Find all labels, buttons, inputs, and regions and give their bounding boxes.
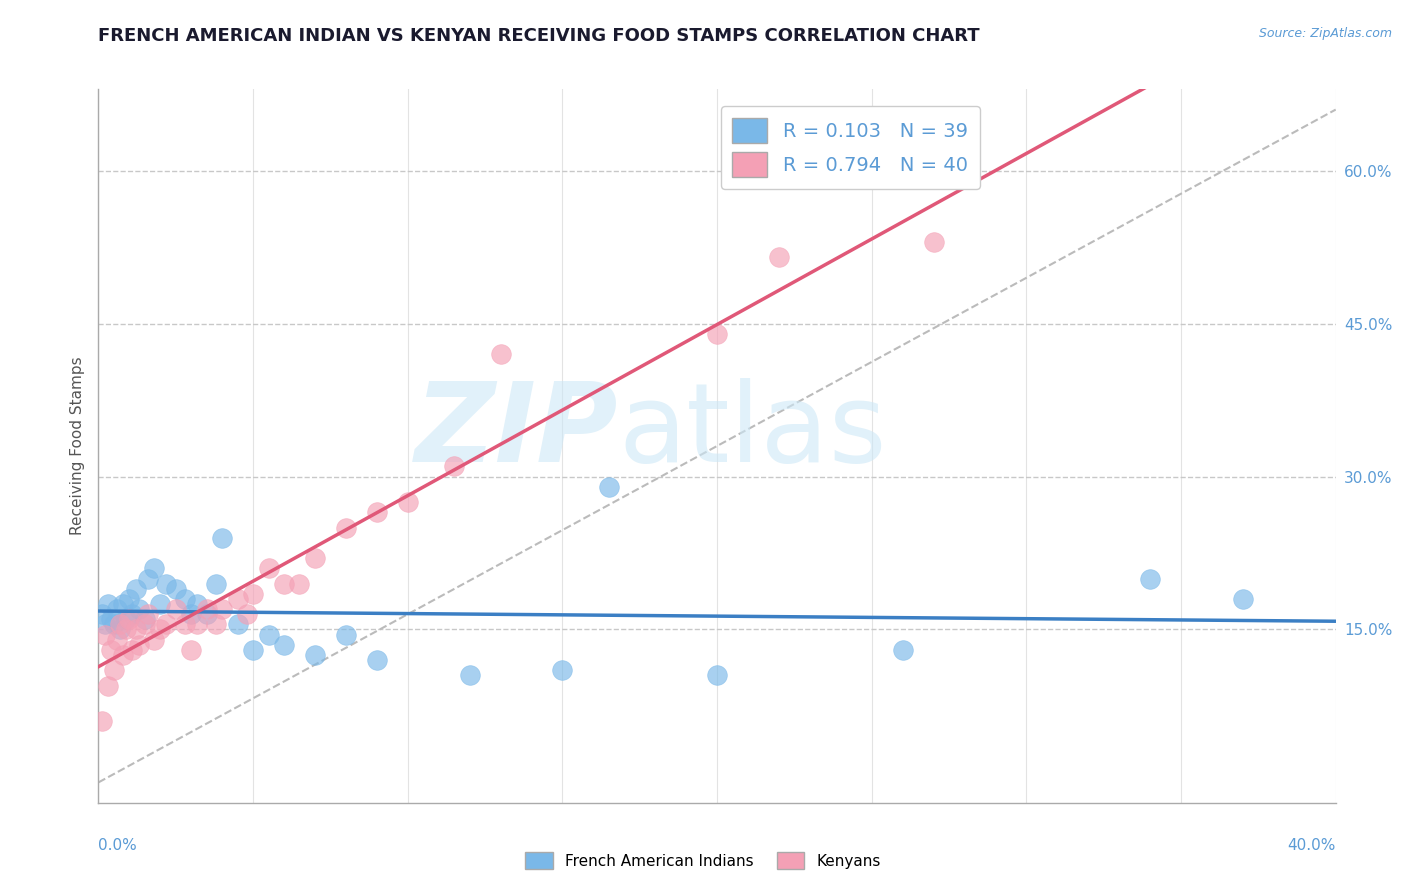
Point (108, 623, 131, 637)
Legend: French American Indians, Kenyans: French American Indians, Kenyans (519, 846, 887, 875)
Point (124, 623, 146, 637)
Point (134, 612, 156, 626)
Point (226, 591, 249, 606)
Point (195, 602, 218, 616)
Point (149, 623, 172, 637)
Point (288, 576, 311, 591)
Point (90, 714, 112, 729)
Point (242, 587, 264, 601)
Point (205, 617, 228, 632)
Point (891, 643, 914, 657)
Point (100, 643, 122, 657)
Point (211, 531, 233, 545)
Point (165, 602, 187, 616)
Point (551, 663, 574, 677)
Point (174, 617, 197, 632)
Point (103, 663, 125, 677)
Point (118, 612, 141, 626)
Point (706, 326, 728, 341)
Point (366, 653, 388, 667)
Point (93, 617, 115, 632)
Point (335, 520, 357, 534)
Point (90, 607, 112, 622)
Point (143, 561, 166, 575)
Point (706, 668, 728, 682)
Point (155, 617, 177, 632)
Text: FRENCH AMERICAN INDIAN VS KENYAN RECEIVING FOOD STAMPS CORRELATION CHART: FRENCH AMERICAN INDIAN VS KENYAN RECEIVI… (98, 27, 980, 45)
Point (136, 572, 159, 586)
Point (205, 576, 228, 591)
Point (443, 459, 465, 474)
Point (768, 251, 790, 265)
Point (922, 235, 945, 249)
Point (195, 607, 218, 622)
Point (93, 627, 115, 641)
Point (115, 612, 138, 626)
Point (136, 607, 159, 622)
Point (598, 480, 620, 494)
Point (105, 602, 128, 616)
Point (242, 643, 264, 657)
Point (115, 623, 138, 637)
Text: atlas: atlas (619, 378, 887, 485)
Point (366, 505, 388, 519)
Point (335, 627, 357, 641)
Point (155, 576, 177, 591)
Point (226, 617, 249, 632)
Point (97, 679, 120, 693)
Point (186, 597, 208, 611)
Point (143, 632, 166, 647)
Point (180, 607, 202, 622)
Point (257, 627, 280, 641)
Text: Source: ZipAtlas.com: Source: ZipAtlas.com (1258, 27, 1392, 40)
Point (108, 617, 131, 632)
Point (273, 638, 295, 652)
Point (304, 648, 326, 662)
Point (396, 495, 419, 509)
Point (103, 617, 125, 632)
Legend: R = 0.103   N = 39, R = 0.794   N = 40: R = 0.103 N = 39, R = 0.794 N = 40 (721, 106, 980, 189)
Y-axis label: Receiving Food Stamps: Receiving Food Stamps (69, 357, 84, 535)
Point (128, 602, 150, 616)
Point (121, 643, 143, 657)
Point (128, 638, 150, 652)
Point (304, 551, 326, 566)
Point (118, 591, 141, 606)
Point (121, 607, 143, 622)
Point (174, 591, 197, 606)
Point (180, 643, 202, 657)
Point (100, 612, 122, 626)
Point (1139, 572, 1161, 586)
Point (134, 617, 156, 632)
Point (105, 632, 128, 647)
Point (165, 582, 187, 596)
Point (489, 347, 512, 361)
Text: 40.0%: 40.0% (1288, 838, 1336, 854)
Point (149, 597, 172, 611)
Point (257, 561, 280, 575)
Point (124, 582, 146, 596)
Point (1232, 591, 1254, 606)
Point (97, 597, 120, 611)
Point (112, 597, 135, 611)
Point (112, 648, 135, 662)
Point (273, 576, 295, 591)
Text: ZIP: ZIP (415, 378, 619, 485)
Point (236, 607, 259, 622)
Point (211, 602, 233, 616)
Text: 0.0%: 0.0% (98, 838, 138, 854)
Point (458, 668, 481, 682)
Point (186, 617, 208, 632)
